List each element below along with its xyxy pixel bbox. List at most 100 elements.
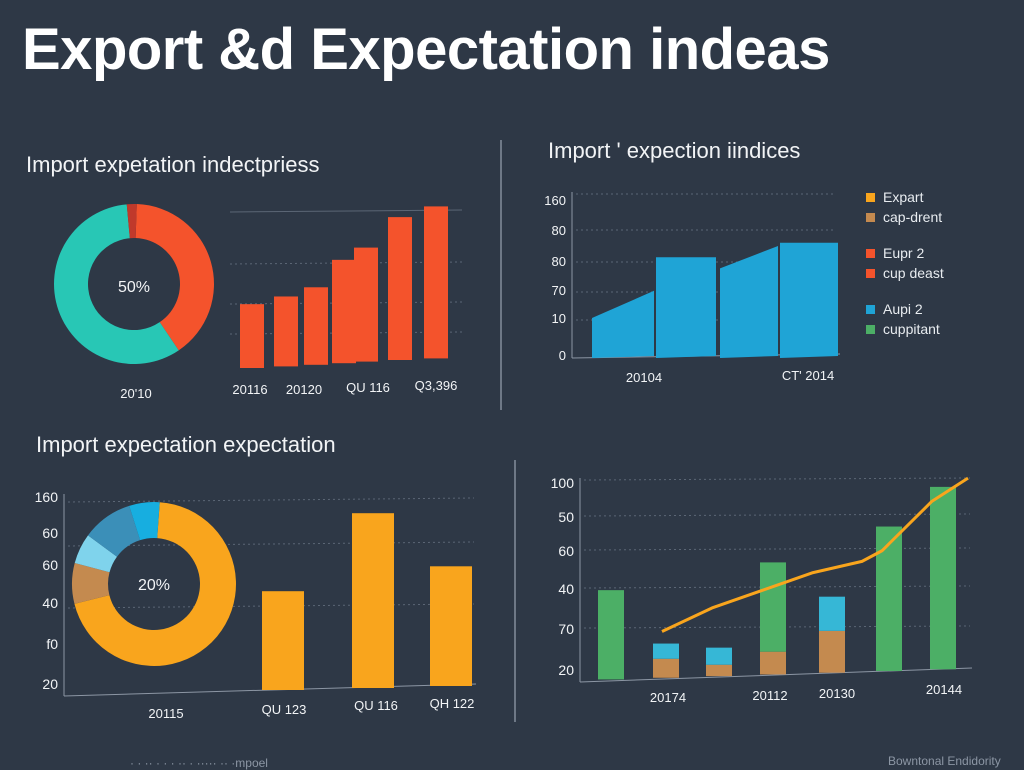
bl-ylabel-2: 40 <box>42 595 58 611</box>
combo-bar-base-3 <box>760 651 786 675</box>
bars-top-xlabel-1: 20120 <box>286 382 322 397</box>
combo-bar-6 <box>930 486 956 670</box>
footnote-left: · · ·· · · · ·· · ····· ·· ·mpoel <box>130 756 268 770</box>
bl-bar-2 <box>430 566 472 686</box>
legend-label: Eupr 2 <box>883 245 925 261</box>
legend-swatch <box>866 212 875 222</box>
bars-top-bar-4 <box>354 247 378 362</box>
bl-bar-0 <box>262 591 304 690</box>
legend-item-cap-drent: cap-drent <box>866 207 944 227</box>
combo-bar-base-2 <box>706 664 732 677</box>
bl-xlabel-2: QU 116 <box>354 698 398 713</box>
legend-swatch <box>866 248 875 258</box>
panel-title-bottom-left: Import expectation expectation <box>36 432 336 457</box>
combo-xlabel-3: 20144 <box>926 682 962 697</box>
bar-chart-top: 20116 20120 QU 116 Q3,396 <box>229 206 463 397</box>
panel-divider-bottom <box>514 460 516 722</box>
legend-swatch <box>866 268 875 278</box>
bl-bar-1 <box>352 513 394 688</box>
bars-top-bar-0 <box>240 304 264 368</box>
donut-chart-top: 50% 20'10 <box>54 204 214 401</box>
legend-item-expart: Expart <box>866 187 944 207</box>
panel-divider-top <box>500 140 502 410</box>
donut-top-slice-1 <box>54 204 179 364</box>
bl-xlabel-1: QU 123 <box>262 702 307 717</box>
legend-swatch <box>866 304 875 314</box>
combo-bar-4 <box>819 596 845 631</box>
legend-item-cuppitant: cuppitant <box>866 319 944 339</box>
bars-top-bar-2 <box>304 287 328 365</box>
bars-top-bar-1 <box>274 296 298 367</box>
combo-bar-base-4 <box>819 630 845 673</box>
legend-item-aupi-2: Aupi 2 <box>866 299 944 319</box>
page-title: Export &d Expectation indeas <box>22 17 830 82</box>
bl-gridline <box>67 497 475 503</box>
bars-top-bar-3 <box>332 259 356 364</box>
panel-title-top-right: Import ' expection iindices <box>548 138 801 163</box>
combo-chart-bottom-right: 20 70 40 60 50 100 20174 20112 20130 201… <box>551 475 973 705</box>
combo-trend-line <box>661 476 969 633</box>
bl-xlabel-3: QH 122 <box>430 696 475 711</box>
bl-ylabel-1: f0 <box>46 636 58 652</box>
legend-item-eupr-2: Eupr 2 <box>866 243 944 263</box>
area-xlabel-0: 20104 <box>626 370 662 385</box>
donut-bottom-center-label: 20% <box>138 577 170 594</box>
donut-top-caption: 20'10 <box>120 386 151 401</box>
bl-xlabel-0: 20115 <box>148 706 183 721</box>
combo-ylabel-1: 70 <box>558 621 574 637</box>
area-ylabel-5: 160 <box>544 193 566 208</box>
bars-top-gridline <box>229 209 463 213</box>
area-segment-1 <box>656 257 716 358</box>
donut-bottom-slice-0 <box>74 502 236 666</box>
combo-ylabel-3: 60 <box>558 543 574 559</box>
bar-chart-bottom-left: 20 f0 40 60 60 160 20% 20115 QU 123 QU 1… <box>35 489 477 721</box>
combo-xlabel-2: 20130 <box>819 686 855 701</box>
combo-x-axis <box>579 667 973 683</box>
donut-bottom-slice-4 <box>129 502 160 541</box>
bars-top-xlabel-3: Q3,396 <box>415 378 458 393</box>
panel-title-top-left: Import expetation indectpriess <box>26 152 320 177</box>
donut-top-slice-2 <box>126 204 137 239</box>
bars-top-bar-6 <box>424 206 448 359</box>
combo-gridline <box>583 477 971 481</box>
donut-top-slice-0 <box>135 204 214 351</box>
legend-swatch <box>866 324 875 334</box>
donut-top-center-label: 50% <box>118 279 150 296</box>
bl-ylabel-0: 20 <box>42 676 58 692</box>
combo-bar-base-1 <box>653 658 679 678</box>
combo-bar-1 <box>653 643 679 659</box>
donut-bottom-slice-3 <box>87 505 141 557</box>
combo-bar-2 <box>706 647 732 665</box>
area-ylabel-2: 70 <box>552 283 566 298</box>
bars-top-xlabel-0: 20116 <box>232 382 267 397</box>
combo-gridline <box>583 585 971 589</box>
legend-label: cup deast <box>883 265 944 281</box>
combo-xlabel-1: 20112 <box>752 688 787 703</box>
area-segment-3 <box>780 242 838 358</box>
area-ylabel-1: 10 <box>552 311 566 326</box>
combo-bar-3 <box>760 562 786 652</box>
combo-ylabel-4: 50 <box>558 509 574 525</box>
combo-ylabel-2: 40 <box>558 581 574 597</box>
bl-ylabel-4: 60 <box>42 525 58 541</box>
combo-bar-5 <box>876 526 902 671</box>
area-segment-2 <box>720 246 778 358</box>
area-ylabel-4: 80 <box>552 223 566 238</box>
legend-label: cuppitant <box>883 321 940 337</box>
legend-label: Aupi 2 <box>883 301 923 317</box>
donut-bottom-slice-2 <box>74 535 117 573</box>
area-ylabel-3: 80 <box>552 254 566 269</box>
bars-top-bar-5 <box>388 217 412 360</box>
bars-top-xlabel-2: QU 116 <box>346 380 390 395</box>
area-ylabel-0: 0 <box>559 348 566 363</box>
combo-xlabel-0: 20174 <box>650 690 686 705</box>
bl-ylabel-5: 160 <box>35 489 59 505</box>
legend-top-right: Expart cap-drent Eupr 2 cup deast Aupi 2… <box>866 187 944 339</box>
combo-gridline <box>583 625 971 629</box>
combo-gridline <box>583 513 971 517</box>
combo-ylabel-5: 100 <box>551 475 575 491</box>
combo-ylabel-0: 20 <box>558 662 574 678</box>
legend-label: cap-drent <box>883 209 943 225</box>
legend-swatch <box>866 192 875 202</box>
